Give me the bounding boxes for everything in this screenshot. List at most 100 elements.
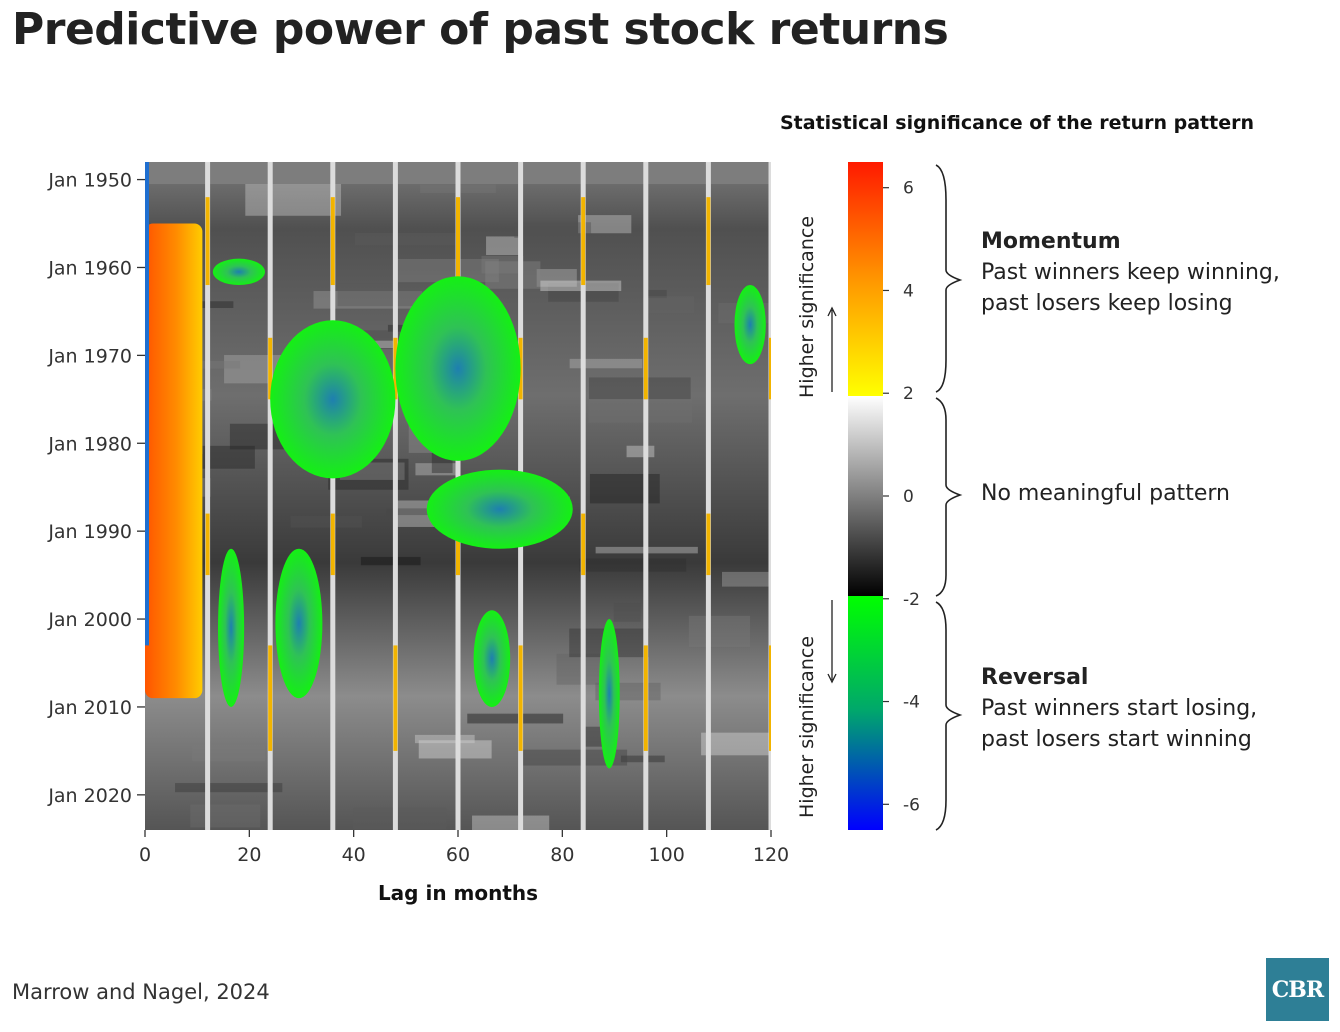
x-tick-label: 40 [342,844,366,866]
x-tick-label: 100 [649,844,685,866]
texture-band [386,508,436,516]
higher-significance-label-top: Higher significance [796,215,818,398]
colorbar-tick-label: 0 [903,487,914,507]
y-tick-label: Jan 2010 [47,697,132,719]
annual-lag-momentum-segment [205,513,210,576]
texture-band [582,726,605,747]
annual-lag-momentum-segment [518,645,523,751]
annual-lag-momentum-segment [268,337,273,400]
annual-lag-stripe [768,162,771,830]
texture-band [569,358,643,369]
annual-lag-momentum-segment [330,197,335,286]
texture-band [721,571,771,587]
texture-band [613,602,641,622]
texture-band [418,740,492,759]
texture-band [245,183,342,216]
texture-band [397,258,499,283]
colorbar: 6 4 2 0 -2 -4 -6 [827,162,963,831]
texture-band [578,215,632,234]
lag-zero-edge-strip [145,162,149,646]
y-tick-label: Jan 1950 [47,170,132,192]
colorbar-title: Statistical significance of the return p… [780,112,1255,134]
reversal-region [473,610,511,707]
texture-band [536,269,577,287]
texture-band [472,815,550,830]
colorbar-tick-label: 2 [903,384,914,404]
momentum-line-2: past losers keep losing [981,291,1233,316]
annual-lag-stripe [580,162,586,830]
y-tick-label: Jan 2020 [47,785,132,807]
texture-band [192,744,266,762]
texture-band [337,283,441,307]
texture-band [643,296,695,314]
higher-significance-label-bottom: Higher significance [796,635,818,818]
annual-lag-momentum-segment [706,197,711,286]
momentum-annotation: Momentum Past winners keep winning, past… [981,226,1280,319]
momentum-heading: Momentum [981,229,1121,254]
texture-band [290,516,362,528]
annual-lag-momentum-segment [706,513,711,576]
colorbar-gradient [848,162,883,830]
reversal-region [395,276,521,461]
colorbar-tick-label: -4 [903,693,920,713]
annual-lag-momentum-segment [393,337,398,400]
annual-lag-momentum-segment [643,645,648,751]
reversal-line-2: past losers start winning [981,727,1252,752]
texture-band [190,804,261,828]
texture-band [588,377,691,400]
annual-lag-momentum-segment [205,197,210,286]
x-tick-label: 20 [237,844,261,866]
x-tick-label: 60 [446,844,470,866]
momentum-region [145,223,203,699]
texture-band [481,255,524,274]
texture-band [175,783,283,793]
annual-lag-momentum-segment [456,197,460,286]
texture-band [556,653,601,685]
texture-band [589,473,660,504]
texture-band [360,556,421,566]
source-note: Marrow and Nagel, 2024 [12,980,270,1004]
x-tick-label: 0 [139,844,151,866]
annual-lag-momentum-segment [393,645,398,751]
momentum-brace-icon [935,164,963,393]
texture-band [467,713,564,724]
reversal-brace-icon [935,601,963,831]
cbr-logo: CBR [1266,958,1329,1021]
annual-lag-stripe [705,162,711,830]
annual-lag-momentum-segment [456,513,460,576]
texture-band [626,445,655,458]
annual-lag-stripe [643,162,649,830]
texture-band [486,236,521,256]
texture-band [688,615,751,648]
no-pattern-annotation: No meaningful pattern [981,478,1230,509]
reversal-region [275,548,323,699]
annual-lag-stripe [392,162,398,830]
reversal-annotation: Reversal Past winners start losing, past… [981,662,1257,755]
heatmap-plot-area [145,162,771,830]
reversal-region [734,285,766,365]
texture-band [588,398,693,423]
annual-lag-momentum-segment [268,645,273,751]
annual-lag-momentum-segment [581,513,586,576]
annual-lag-momentum-segment [581,197,586,286]
texture-band [514,222,592,238]
y-tick-label: Jan 1970 [47,345,132,367]
reversal-region [426,469,573,549]
chart-title: Predictive power of past stock returns [12,4,949,55]
colorbar-tick-label: -6 [903,795,920,815]
annual-lag-momentum-segment [769,337,771,400]
colorbar-tick-label: 6 [903,179,914,199]
y-tick-label: Jan 2000 [47,609,132,631]
annual-lag-momentum-segment [769,645,771,751]
texture-band [355,232,459,246]
reversal-region [270,320,396,479]
texture-band [415,463,460,476]
texture-band [643,289,667,299]
reversal-heading: Reversal [981,665,1089,690]
texture-band [353,807,447,830]
colorbar-tick-label: 4 [903,281,914,301]
no-pattern-text: No meaningful pattern [981,481,1230,506]
reversal-region [598,619,620,769]
texture-band [579,558,687,572]
